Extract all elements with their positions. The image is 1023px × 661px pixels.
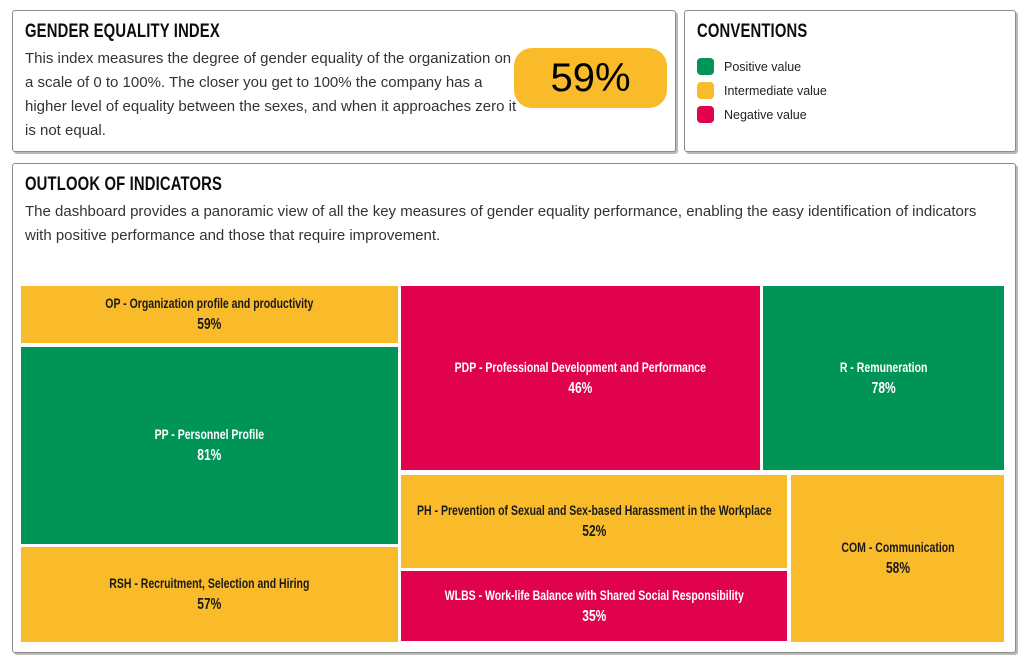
treemap-cell-ph-text: PH - Prevention of Sexual and Sex-based … [401, 500, 787, 543]
treemap-cell-r-label: R - Remuneration [839, 358, 928, 375]
treemap-cell-rsh[interactable]: RSH - Recruitment, Selection and Hiring … [21, 547, 398, 642]
treemap-cell-pdp-text: PDP - Professional Development and Perfo… [401, 357, 760, 400]
treemap-cell-wlbs[interactable]: WLBS - Work-life Balance with Shared Soc… [401, 571, 787, 641]
positive-swatch-icon [697, 58, 714, 75]
conventions-title-text: CONVENTIONS [697, 21, 808, 42]
intermediate-swatch-icon [697, 82, 714, 99]
treemap-cell-ph-value: 52% [581, 523, 607, 540]
treemap-cell-pp[interactable]: PP - Personnel Profile 81% [21, 347, 398, 544]
treemap-cell-op[interactable]: OP - Organization profile and productivi… [21, 286, 398, 343]
gender-index-title: GENDER EQUALITY INDEX [25, 21, 275, 43]
conventions-title: CONVENTIONS [697, 21, 839, 43]
legend-item-positive: Positive value [697, 55, 827, 78]
outlook-title-text: OUTLOOK OF INDICATORS [25, 174, 223, 195]
negative-swatch-icon [697, 106, 714, 123]
treemap-cell-pdp-label: PDP - Professional Development and Perfo… [454, 358, 707, 375]
treemap-cell-pp-text: PP - Personnel Profile 81% [21, 424, 398, 467]
index-score-value: 59% [550, 55, 631, 100]
treemap-cell-com[interactable]: COM - Communication 58% [791, 475, 1004, 642]
treemap-cell-r[interactable]: R - Remuneration 78% [763, 286, 1004, 470]
legend-item-negative: Negative value [697, 103, 827, 126]
treemap-cell-op-text: OP - Organization profile and productivi… [21, 293, 398, 336]
treemap-cell-ph[interactable]: PH - Prevention of Sexual and Sex-based … [401, 475, 787, 568]
treemap-cell-ph-label: PH - Prevention of Sexual and Sex-based … [416, 502, 772, 518]
treemap-cell-rsh-label: RSH - Recruitment, Selection and Hiring [109, 575, 310, 591]
treemap-cell-rsh-text: RSH - Recruitment, Selection and Hiring … [21, 573, 398, 616]
treemap-cell-rsh-value: 57% [197, 596, 222, 613]
treemap-cell-pp-value: 81% [197, 447, 222, 464]
gender-index-title-text: GENDER EQUALITY INDEX [25, 21, 220, 42]
treemap-cell-wlbs-value: 35% [581, 607, 607, 625]
treemap-cell-op-label: OP - Organization profile and productivi… [105, 295, 314, 311]
legend-item-intermediate: Intermediate value [697, 79, 827, 102]
legend-label-positive: Positive value [724, 59, 802, 74]
legend-label-negative: Negative value [724, 107, 807, 122]
treemap-cell-pdp-value: 46% [568, 379, 593, 397]
indicators-treemap: OP - Organization profile and productivi… [21, 286, 1004, 644]
treemap-cell-com-value: 58% [885, 560, 910, 577]
treemap-cell-pp-label: PP - Personnel Profile [154, 426, 265, 442]
conventions-panel: CONVENTIONS Positive value Intermediate … [684, 10, 1016, 152]
outlook-description: The dashboard provides a panoramic view … [25, 203, 977, 244]
outlook-title: OUTLOOK OF INDICATORS [25, 174, 278, 196]
treemap-cell-com-text: COM - Communication 58% [791, 537, 1004, 580]
treemap-cell-r-text: R - Remuneration 78% [763, 357, 1004, 400]
legend-label-intermediate: Intermediate value [724, 83, 827, 98]
gender-index-description: This index measures the degree of gender… [25, 50, 517, 139]
treemap-cell-wlbs-text: WLBS - Work-life Balance with Shared Soc… [401, 585, 787, 628]
index-score-badge: 59% [514, 48, 667, 108]
color-legend: Positive value Intermediate value Negati… [697, 55, 827, 127]
outlook-of-indicators-panel: OUTLOOK OF INDICATORS The dashboard prov… [12, 163, 1016, 653]
treemap-cell-r-value: 78% [871, 379, 896, 397]
treemap-cell-op-value: 59% [197, 316, 222, 333]
treemap-cell-wlbs-label: WLBS - Work-life Balance with Shared Soc… [444, 586, 744, 603]
treemap-cell-pdp[interactable]: PDP - Professional Development and Perfo… [401, 286, 760, 470]
gender-equality-index-panel: GENDER EQUALITY INDEX This index measure… [12, 10, 676, 152]
treemap-cell-com-label: COM - Communication [840, 539, 955, 555]
